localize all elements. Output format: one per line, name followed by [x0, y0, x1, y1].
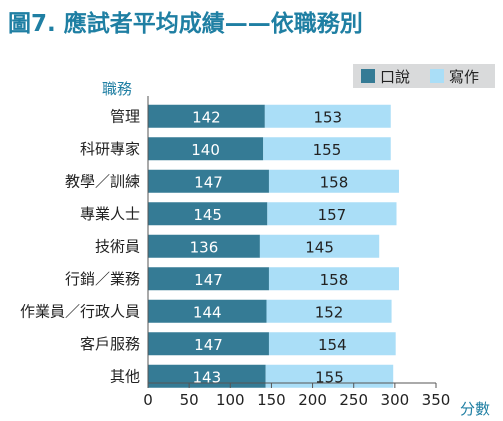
legend-swatch-writing [430, 69, 444, 83]
data-label-writing: 157 [318, 206, 347, 224]
category-label: 管理 [110, 107, 140, 125]
chart-title: 圖7. 應試者平均成績——依職務別 [8, 11, 363, 37]
bar-speaking [148, 364, 266, 388]
x-tick-label: 300 [381, 391, 410, 409]
x-tick-label: 350 [422, 391, 451, 409]
data-label-speaking: 147 [194, 173, 223, 191]
legend-swatch-speaking [361, 69, 375, 83]
bar-speaking [148, 104, 265, 128]
category-label: 專業人士 [80, 205, 140, 223]
bar-writing [268, 169, 399, 193]
category-label: 行銷／業務 [65, 270, 140, 288]
bar-speaking [148, 267, 269, 291]
data-label-writing: 154 [318, 336, 347, 354]
bar-writing [265, 364, 394, 388]
bar-speaking [148, 234, 260, 258]
data-label-writing: 158 [320, 173, 349, 191]
data-label-writing: 152 [315, 303, 344, 321]
x-tick-label: 200 [298, 391, 327, 409]
x-axis: 0 50 100 150 200 250 300 350 [143, 96, 450, 409]
bar-writing [266, 299, 392, 323]
data-label-speaking: 143 [193, 368, 222, 386]
bar-speaking [148, 137, 264, 161]
category-label: 作業員／行政人員 [20, 302, 140, 320]
bar-writing [263, 137, 391, 161]
data-label-writing: 155 [313, 141, 342, 159]
bar-writing [268, 332, 396, 356]
category-label: 科研專家 [80, 140, 140, 158]
category-label: 技術員 [95, 237, 140, 255]
data-label-writing: 145 [305, 238, 334, 256]
data-label-speaking: 147 [194, 271, 223, 289]
bar-writing [267, 202, 397, 226]
data-label-speaking: 144 [193, 303, 222, 321]
bar-writing [264, 104, 391, 128]
bar-speaking [148, 169, 269, 193]
x-tick-label: 250 [339, 391, 368, 409]
legend-label-speaking: 口說 [380, 68, 410, 86]
bar-writing [268, 267, 399, 291]
data-label-speaking: 140 [191, 141, 220, 159]
x-tick-label: 100 [216, 391, 245, 409]
bar-speaking [148, 332, 269, 356]
legend-box [353, 64, 495, 88]
bar-speaking [148, 202, 268, 226]
data-label-speaking: 145 [193, 206, 222, 224]
data-label-writing: 153 [313, 108, 342, 126]
bars-group: 142 153 140 155 147 158 145 157 136 145 147 158 144 1… [148, 104, 399, 388]
category-label: 教學／訓練 [65, 172, 140, 190]
y-axis-title: 職務 [102, 80, 132, 98]
x-axis-title: 分數 [460, 400, 490, 418]
x-tick-label: 150 [257, 391, 286, 409]
data-label-writing: 155 [315, 368, 344, 386]
legend-label-writing: 寫作 [449, 68, 479, 86]
bar-writing [259, 234, 380, 258]
data-label-speaking: 142 [192, 108, 221, 126]
data-label-writing: 158 [320, 271, 349, 289]
data-label-speaking: 136 [190, 238, 219, 256]
data-label-speaking: 147 [194, 336, 223, 354]
category-label: 其他 [110, 367, 140, 385]
x-tick-label: 0 [143, 391, 153, 409]
category-label: 客戶服務 [80, 335, 140, 353]
x-tick-label: 50 [180, 391, 199, 409]
bar-speaking [148, 299, 267, 323]
